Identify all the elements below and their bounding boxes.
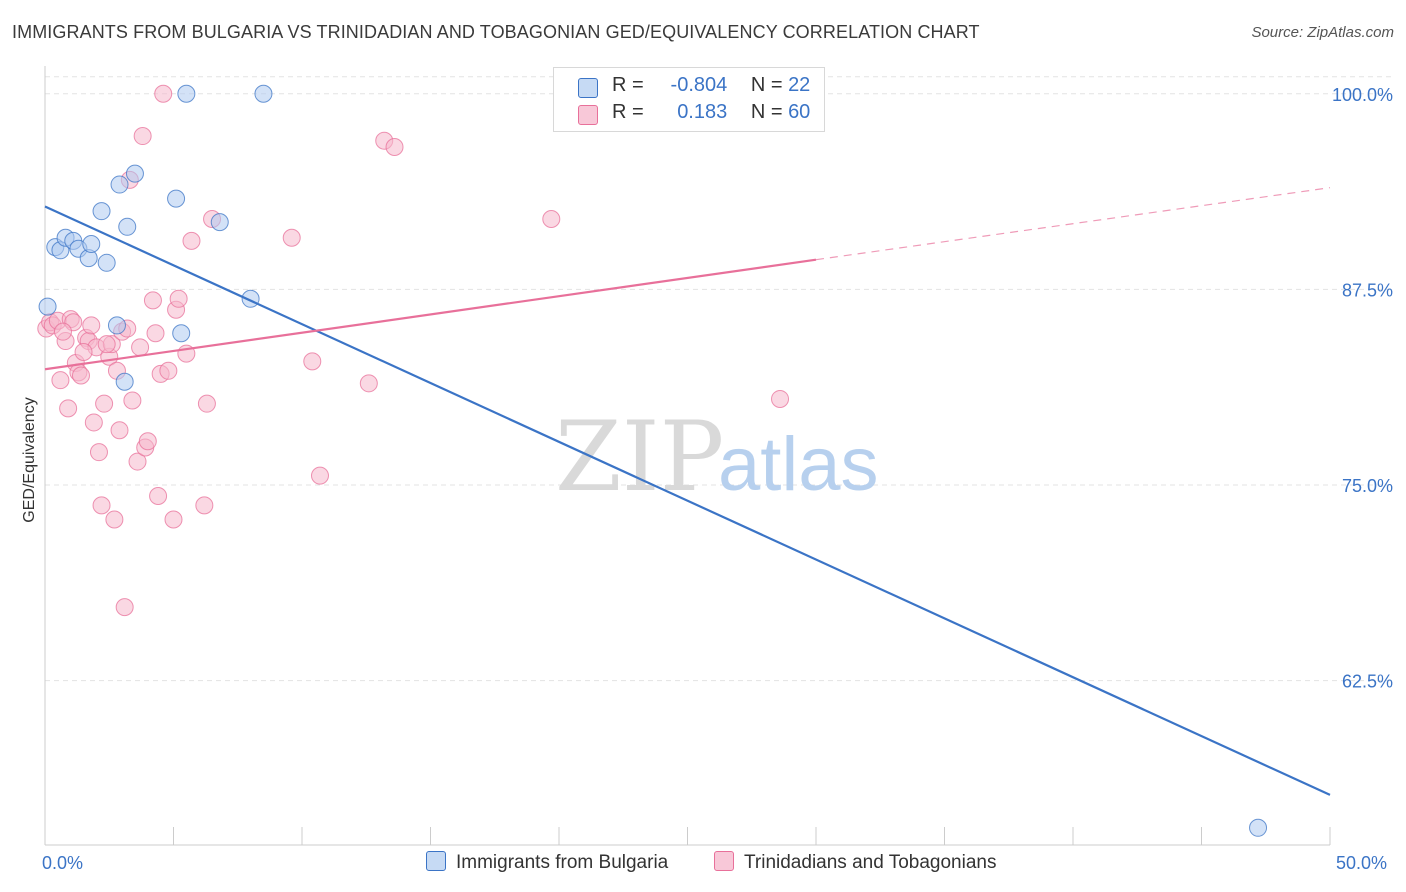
legend-swatch-pink [714,851,734,871]
blue-series-points [38,84,1268,837]
legend-label: Immigrants from Bulgaria [456,852,669,873]
watermark: ZIP atlas [555,401,879,513]
blue-point [38,297,57,316]
watermark-atlas: atlas [718,422,879,507]
pink-point [53,322,72,341]
blue-point [92,202,111,221]
pink-point [74,343,93,362]
legend-item-trinidad: Trinidadians and Tobagonians [714,851,996,874]
pink-point [133,127,152,146]
pink-trend-line [44,258,817,371]
pink-point [115,598,134,617]
y-tick-label: 75.0% [1342,476,1393,496]
pink-point [159,361,178,380]
blue-point [254,84,273,103]
r-label: R = [612,101,644,123]
legend-item-bulgaria: Immigrants from Bulgaria [426,851,668,874]
pink-point [146,324,165,343]
source-label: Source: ZipAtlas.com [1251,24,1394,41]
pink-point [149,486,168,505]
blue-point [172,324,191,343]
chart-title: IMMIGRANTS FROM BULGARIA VS TRINIDADIAN … [12,22,980,42]
pink-point [282,228,301,247]
pink-point [82,316,101,335]
legend-swatch-pink [578,105,598,125]
blue-point [82,235,101,254]
blue-point [107,316,126,335]
y-tick-label: 62.5% [1342,672,1393,692]
watermark-zip: ZIP [555,401,724,513]
trend-lines [44,187,1331,796]
pink-point [89,443,108,462]
blue-point [167,189,186,208]
pink-point [771,389,790,408]
n-value: 60 [788,101,811,123]
blue-point [115,372,134,391]
legend-label: Trinidadians and Tobagonians [744,852,997,873]
pink-point [95,394,114,413]
blue-point [118,217,137,236]
blue-point [97,253,116,272]
n-label: N = [750,101,783,123]
pink-point [105,510,124,529]
pink-point [169,289,188,308]
r-label: R = [612,74,644,96]
grid-lines [45,76,1395,682]
r-value: 0.183 [677,101,728,123]
x-tick-label-max: 50.0% [1336,853,1388,873]
pink-point [131,338,150,357]
legend-swatch-blue [426,851,446,871]
pink-point [303,352,322,371]
pink-point [359,374,378,393]
legend-row-blue: R = -0.804 N = 22 [612,74,810,97]
pink-point [143,291,162,310]
pink-point [59,399,78,418]
pink-point [385,137,404,156]
n-value: 22 [788,74,811,96]
blue-point [1249,818,1268,837]
legend-swatch-blue [578,78,598,98]
blue-point [177,84,196,103]
pink-point [71,366,90,385]
pink-point [164,510,183,529]
pink-point [97,335,116,354]
blue-point [125,164,144,183]
pink-series-points [37,84,790,617]
n-label: N = [750,74,783,96]
r-value: -0.804 [670,74,728,96]
pink-point [154,84,173,103]
pink-point [51,371,70,390]
pink-trend-extension [815,187,1331,261]
pink-point [310,466,329,485]
pink-point [92,496,111,515]
blue-trend-line [44,205,1331,796]
pink-point [542,209,561,228]
x-tick-label-min: 0.0% [42,853,84,873]
axes [44,66,1331,846]
y-tick-label: 87.5% [1342,280,1393,300]
blue-point [210,213,229,232]
y-tick-labels: 62.5% 75.0% 87.5% 100.0% [1332,85,1393,692]
pink-point [138,432,157,451]
legend-row-pink: R = 0.183 N = 60 [612,101,810,124]
blue-point [110,175,129,194]
pink-point [110,421,129,440]
correlation-legend: R = -0.804 N = 22 R = 0.183 N = 60 [553,67,825,132]
pink-point [182,231,201,250]
pink-point [197,394,216,413]
pink-point [195,496,214,515]
y-tick-label: 100.0% [1332,85,1393,105]
pink-point [123,391,142,410]
pink-point [84,413,103,432]
pink-point [128,452,147,471]
